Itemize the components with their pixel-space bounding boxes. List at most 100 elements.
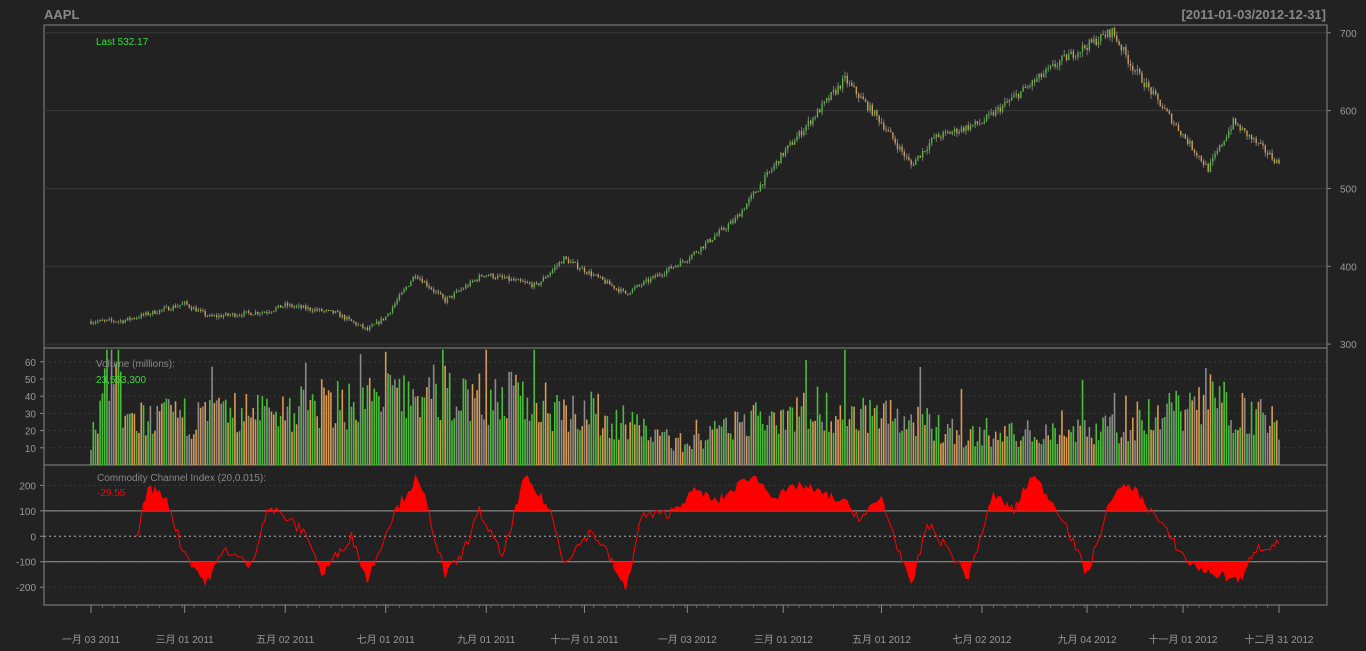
candle	[140, 312, 142, 320]
candle	[378, 320, 380, 327]
candle	[1106, 29, 1109, 39]
volume-bar	[1118, 443, 1120, 465]
volume-bar	[563, 399, 565, 465]
candle	[506, 276, 508, 279]
candle-body	[1276, 159, 1278, 164]
candle	[903, 148, 906, 161]
candle	[867, 100, 869, 113]
volume-bar	[263, 406, 266, 465]
candle	[1200, 155, 1203, 163]
candle	[197, 307, 200, 312]
candle	[476, 278, 478, 283]
candle-body	[899, 146, 901, 150]
volume-bar	[147, 421, 149, 465]
volume-tick-label: 50	[25, 375, 37, 386]
candle	[437, 289, 439, 295]
volume-bar	[581, 426, 583, 465]
candle	[732, 217, 734, 225]
candle	[759, 181, 762, 192]
candle-body	[951, 131, 953, 134]
candle	[746, 203, 748, 210]
candle-body	[165, 306, 168, 308]
candle	[869, 102, 871, 114]
volume-bar	[275, 411, 277, 465]
volume-bar	[1278, 439, 1280, 465]
candle	[94, 320, 97, 325]
candle-body	[417, 276, 419, 279]
volume-bar	[348, 383, 350, 465]
volume-bar	[981, 445, 983, 465]
candle	[462, 287, 465, 291]
candle-body	[469, 281, 471, 287]
candle	[188, 303, 190, 309]
candle-body	[1027, 86, 1029, 88]
candle-body	[645, 279, 647, 282]
candle-body	[782, 152, 784, 156]
candle-body	[602, 276, 604, 280]
volume-bar	[327, 390, 330, 465]
volume-bar	[240, 408, 243, 465]
candle-body	[1132, 65, 1134, 71]
volume-bar	[592, 398, 595, 465]
candle	[430, 286, 433, 291]
volume-bar	[170, 404, 172, 465]
candle	[766, 169, 768, 178]
volume-bar	[474, 398, 476, 465]
candle	[691, 253, 693, 260]
candle-body	[1200, 156, 1203, 162]
candle-body	[503, 277, 506, 279]
volume-bar	[1020, 440, 1022, 465]
candle-body	[371, 324, 373, 327]
volume-bar	[286, 406, 289, 465]
candle-body	[761, 184, 764, 186]
candle	[1209, 158, 1212, 173]
volume-bar	[1269, 425, 1271, 465]
candle-body	[295, 306, 298, 308]
candle	[531, 280, 533, 290]
candle-body	[976, 121, 979, 124]
candle	[915, 157, 917, 166]
candle-body	[307, 307, 309, 310]
volume-bar	[1006, 436, 1008, 465]
candle	[835, 87, 837, 97]
candle-body	[608, 280, 611, 285]
volume-bar	[805, 359, 807, 465]
volume-bar	[1262, 412, 1264, 465]
candle-body	[238, 315, 241, 317]
candle	[211, 313, 213, 317]
volume-bar	[739, 422, 741, 465]
volume-bar	[729, 433, 732, 465]
candle	[110, 316, 113, 324]
volume-bar	[1013, 434, 1015, 465]
candle-body	[937, 134, 940, 138]
candle-body	[739, 214, 741, 217]
candle-body	[935, 134, 937, 138]
candle-body	[1063, 54, 1065, 56]
candle	[894, 135, 896, 146]
candle	[353, 320, 355, 324]
candle-body	[672, 266, 675, 269]
candle	[926, 145, 928, 155]
volume-bar	[426, 387, 428, 465]
volume-bar	[334, 423, 337, 465]
volume-bar	[307, 410, 309, 465]
candle-body	[839, 85, 842, 89]
candle-body	[924, 150, 926, 152]
volume-bar	[652, 441, 654, 465]
volume-bar	[807, 428, 810, 465]
candle-body	[94, 322, 97, 324]
candle	[311, 308, 314, 314]
volume-bar	[914, 435, 917, 465]
volume-bar	[1255, 409, 1257, 465]
candle-body	[1017, 93, 1020, 99]
candle	[1109, 28, 1111, 41]
candle-body	[880, 122, 883, 124]
candle-body	[1056, 65, 1059, 67]
candle	[972, 124, 974, 128]
volume-bar	[551, 431, 554, 465]
candle	[1223, 140, 1225, 147]
volume-bar	[1004, 426, 1006, 465]
candle	[682, 258, 684, 264]
candle	[1253, 137, 1255, 143]
cci-overbought-fill	[671, 476, 852, 511]
